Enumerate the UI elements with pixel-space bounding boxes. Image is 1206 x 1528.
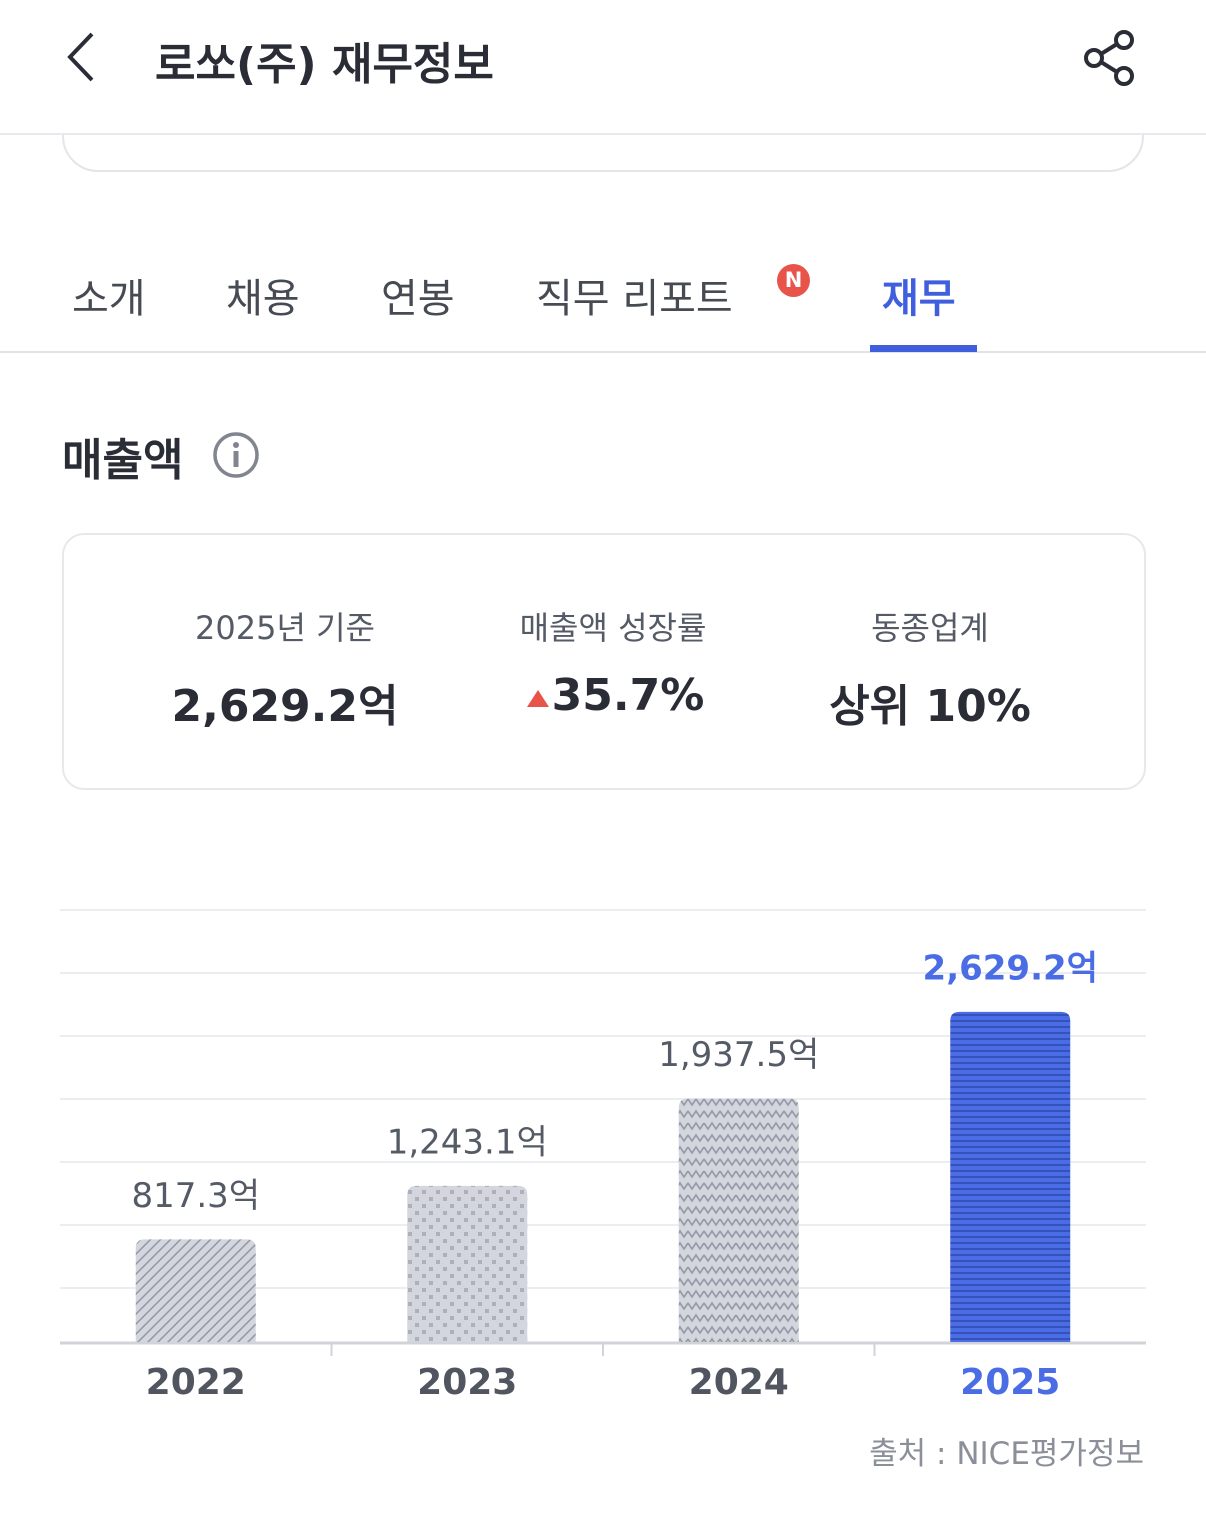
- value-label: 1,937.5억: [658, 1035, 819, 1075]
- summary-value: 2,629.2억: [171, 681, 399, 732]
- summary-label: 동종업계: [871, 609, 989, 647]
- new-badge: N: [777, 264, 810, 297]
- section-title: 매출액: [62, 435, 184, 486]
- value-label: 1,243.1억: [387, 1122, 548, 1162]
- bar: [407, 1185, 528, 1342]
- tab-indicator: [870, 345, 977, 352]
- back-button[interactable]: [60, 30, 100, 84]
- value-label: 2,629.2억: [923, 948, 1098, 988]
- bar: [135, 1239, 256, 1342]
- tab-active[interactable]: 재무: [882, 276, 956, 322]
- x-tick-label: 2023: [417, 1362, 517, 1403]
- source-note: 출처 : NICE평가정보: [869, 1436, 1144, 1472]
- share-button[interactable]: [1080, 28, 1140, 88]
- tab[interactable]: 직무 리포트: [536, 276, 733, 322]
- header: 로쏘(주) 재무정보: [0, 0, 1206, 135]
- revenue-chart: 817.3억 2022 1,243.1억 2023 1,937.5억 2024 2,629.…: [60, 909, 1146, 1403]
- page-title: 로쏘(주) 재무정보: [155, 39, 494, 90]
- summary-label: 매출액 성장률: [519, 609, 707, 647]
- summary-label: 2025년 기준: [195, 609, 375, 647]
- tab[interactable]: 소개: [72, 276, 146, 322]
- tab[interactable]: 채용: [226, 276, 300, 322]
- bar: [678, 1098, 799, 1342]
- bar: [950, 1011, 1071, 1342]
- up-triangle: [527, 690, 549, 707]
- x-tick-label: 2022: [146, 1362, 246, 1403]
- tab-divider: [0, 351, 1206, 353]
- x-tick-label: 2024: [689, 1362, 789, 1403]
- x-tick-label: 2025: [960, 1362, 1060, 1403]
- summary-value: 35.7%: [551, 670, 705, 721]
- info-icon[interactable]: [212, 431, 262, 481]
- tab[interactable]: 연봉: [381, 276, 455, 322]
- summary-card: [62, 533, 1146, 790]
- summary-value: 상위 10%: [829, 681, 1031, 732]
- value-label: 817.3억: [131, 1176, 260, 1216]
